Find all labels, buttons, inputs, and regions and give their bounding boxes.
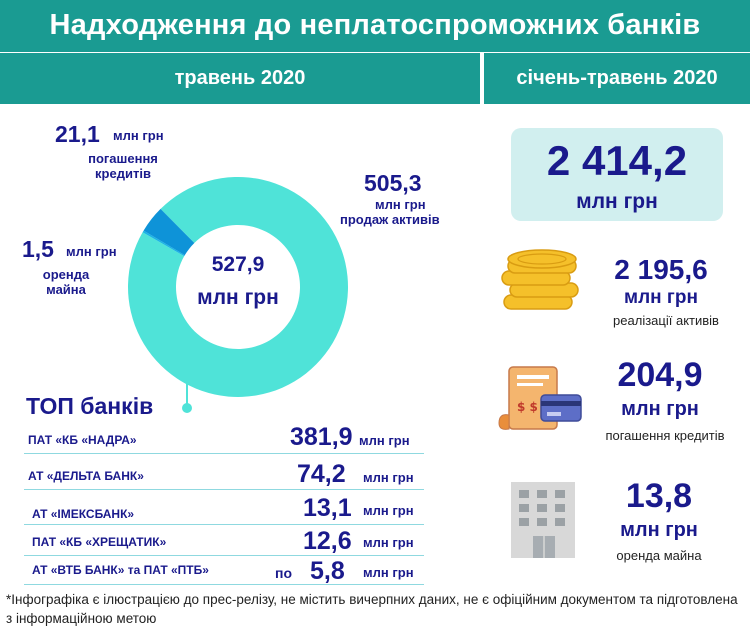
repay-total-label: погашення кредитів (605, 428, 725, 443)
bank-divider (24, 453, 424, 454)
repay-value: 21,1 (55, 121, 100, 147)
bank-value: 74,2 (297, 460, 346, 488)
rent-label-1: оренда (42, 267, 90, 282)
donut-center-unit: млн грн (197, 286, 279, 309)
donut-chart (127, 177, 348, 413)
bank-unit: млн грн (363, 565, 414, 580)
rent-unit: млн грн (66, 244, 117, 259)
total-unit: млн грн (576, 190, 658, 213)
bank-unit: млн грн (363, 503, 414, 518)
bank-value: 381,9 (290, 423, 353, 451)
donut-slice (143, 208, 195, 256)
bank-name: АТ «ДЕЛЬТА БАНК» (28, 469, 144, 483)
assets-label: реалізації активів (613, 313, 719, 328)
page-title: Надходження до неплатоспроможних банків (49, 9, 701, 41)
donut-slice (142, 230, 185, 257)
rent-label-2: майна (46, 282, 86, 297)
repay-total-unit: млн грн (621, 398, 699, 420)
sales-label: продаж активів (340, 212, 440, 227)
footnote: *Інфографіка є ілюстрацією до прес-реліз… (6, 592, 738, 626)
bank-unit: млн грн (363, 535, 414, 550)
rent-value: 1,5 (22, 236, 54, 262)
donut-center-value: 527,9 (211, 253, 265, 276)
repay-total-value: 204,9 (617, 356, 703, 394)
bank-value: 5,8 (310, 557, 345, 585)
building-icon (511, 482, 575, 558)
rent-total-value: 13,8 (625, 477, 693, 515)
donut-slice (127, 177, 348, 398)
bank-divider (24, 524, 424, 525)
period-month-band: травень 2020 (0, 53, 480, 104)
bank-divider (24, 584, 424, 585)
bank-unit: млн грн (363, 470, 414, 485)
total-box (511, 128, 723, 221)
bank-value: 13,1 (303, 494, 352, 522)
coins-icon (501, 249, 579, 310)
total-value: 2 414,2 (546, 137, 688, 184)
connector-dot (182, 403, 192, 413)
bank-divider (24, 555, 424, 556)
bank-divider (24, 489, 424, 490)
bank-name: ПАТ «КБ «ХРЕЩАТИК» (32, 535, 167, 549)
sales-unit: млн грн (375, 197, 426, 212)
top-banks-heading: ТОП банків (26, 393, 154, 419)
bank-value: 12,6 (303, 527, 352, 555)
bank-name: АТ «ІМЕКСБАНК» (32, 507, 135, 521)
rent-total-unit: млн грн (620, 519, 698, 541)
period-range-band: січень-травень 2020 (484, 53, 750, 104)
bank-unit: млн грн (359, 433, 410, 448)
bank-prefix: по (275, 565, 293, 581)
rent-total-label: оренда майна (616, 548, 702, 563)
repay-unit: млн грн (113, 128, 164, 143)
assets-unit: млн грн (624, 287, 698, 308)
sales-value: 505,3 (364, 170, 422, 196)
svg-text:$ $: $ $ (517, 400, 538, 414)
assets-value: 2 195,6 (614, 254, 708, 285)
bank-name: АТ «ВТБ БАНК» та ПАТ «ПТБ» (32, 563, 209, 577)
title-bar (0, 0, 750, 52)
repay-label-2: кредитів (95, 166, 151, 181)
bank-name: ПАТ «КБ «НАДРА» (28, 433, 137, 447)
repay-label-1: погашення (88, 151, 158, 166)
receipt-card-icon: $ $ (498, 366, 582, 430)
